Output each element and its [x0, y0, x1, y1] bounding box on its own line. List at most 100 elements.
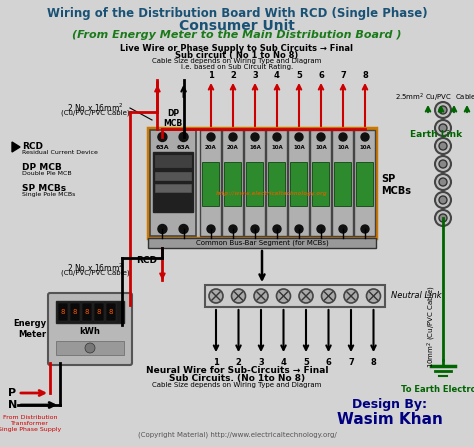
- Text: Double Ple MCB: Double Ple MCB: [22, 171, 72, 176]
- Circle shape: [299, 289, 313, 303]
- Text: DP MCB: DP MCB: [22, 163, 62, 172]
- Circle shape: [158, 224, 167, 233]
- Text: 7: 7: [340, 72, 346, 80]
- Text: 6: 6: [318, 72, 324, 80]
- Circle shape: [439, 106, 447, 114]
- Circle shape: [339, 225, 347, 233]
- Bar: [246, 162, 263, 206]
- Bar: [312, 162, 329, 206]
- Text: RCD: RCD: [137, 256, 157, 265]
- Circle shape: [439, 160, 447, 168]
- Text: 8: 8: [362, 72, 368, 80]
- Text: SP MCBs: SP MCBs: [22, 184, 66, 193]
- Text: DP
MCB: DP MCB: [164, 109, 182, 128]
- Text: 10A: 10A: [271, 145, 283, 150]
- Circle shape: [439, 124, 447, 132]
- Text: (Cu/PVC/PVC Cable): (Cu/PVC/PVC Cable): [61, 269, 129, 275]
- Text: 8: 8: [109, 309, 113, 315]
- Bar: [153, 152, 193, 212]
- Text: Sub Circuits. (No 1to No 8): Sub Circuits. (No 1to No 8): [169, 374, 305, 383]
- Text: 8: 8: [61, 309, 65, 315]
- Text: Consumer Unit: Consumer Unit: [179, 19, 295, 33]
- Circle shape: [295, 225, 303, 233]
- Bar: [244, 130, 265, 236]
- Text: N: N: [8, 400, 17, 410]
- Circle shape: [229, 225, 237, 233]
- Text: 8: 8: [73, 309, 77, 315]
- Text: Common Bus-Bar Segment (for MCBs): Common Bus-Bar Segment (for MCBs): [196, 240, 328, 246]
- Text: Cable Size depends on Wiring Type and Diagram: Cable Size depends on Wiring Type and Di…: [152, 382, 322, 388]
- Text: 3: 3: [252, 72, 258, 80]
- Text: 2 No x 16mm$^2$: 2 No x 16mm$^2$: [67, 262, 123, 274]
- Text: Cable Size depends on Wiring Type and Diagram: Cable Size depends on Wiring Type and Di…: [152, 58, 322, 64]
- Text: 2: 2: [230, 72, 236, 80]
- Circle shape: [435, 120, 451, 136]
- Bar: [205, 285, 385, 307]
- Text: 8: 8: [85, 309, 89, 315]
- Bar: [268, 162, 285, 206]
- Text: (From Energy Meter to the Main Distribution Board ): (From Energy Meter to the Main Distribut…: [72, 30, 402, 40]
- Circle shape: [251, 225, 259, 233]
- Text: 2: 2: [236, 358, 241, 367]
- Text: SP
MCBs: SP MCBs: [381, 174, 411, 196]
- Bar: [202, 162, 219, 206]
- Text: 1: 1: [213, 358, 219, 367]
- Circle shape: [276, 289, 291, 303]
- Bar: [200, 130, 221, 236]
- Circle shape: [207, 225, 215, 233]
- Text: http://www.electricaltechnology.org: http://www.electricaltechnology.org: [216, 190, 328, 195]
- Bar: [224, 162, 241, 206]
- Polygon shape: [12, 142, 20, 152]
- Circle shape: [439, 196, 447, 204]
- Text: Wiring of the Distribution Board With RCD (Single Phase): Wiring of the Distribution Board With RC…: [46, 7, 428, 20]
- Text: 10mm$^2$ (Cu/PVC Cable): 10mm$^2$ (Cu/PVC Cable): [426, 285, 438, 368]
- Text: Neural Wire for Sub-Circuits → Final: Neural Wire for Sub-Circuits → Final: [146, 366, 328, 375]
- Bar: [148, 128, 376, 238]
- Text: 5: 5: [296, 72, 302, 80]
- Text: (Copyright Material) http://www.electricaltechnology.org/: (Copyright Material) http://www.electric…: [137, 432, 337, 439]
- Bar: [94, 303, 104, 321]
- Text: 8: 8: [371, 358, 376, 367]
- Bar: [155, 184, 191, 192]
- Text: 10A: 10A: [337, 145, 349, 150]
- Circle shape: [179, 132, 188, 142]
- Text: 10A: 10A: [293, 145, 305, 150]
- Text: 16A: 16A: [249, 145, 261, 150]
- Text: 10A: 10A: [315, 145, 327, 150]
- Circle shape: [344, 289, 358, 303]
- Circle shape: [209, 289, 223, 303]
- Bar: [310, 130, 331, 236]
- Text: kWh: kWh: [80, 327, 100, 336]
- Circle shape: [295, 133, 303, 141]
- Circle shape: [435, 192, 451, 208]
- Bar: [222, 130, 243, 236]
- Circle shape: [321, 289, 336, 303]
- Circle shape: [179, 224, 188, 233]
- Bar: [82, 303, 92, 321]
- Bar: [148, 238, 376, 248]
- Text: Residual Current Device: Residual Current Device: [22, 150, 98, 155]
- Circle shape: [229, 133, 237, 141]
- Bar: [354, 130, 375, 236]
- Text: 2 No x 16mm$^2$: 2 No x 16mm$^2$: [67, 102, 123, 114]
- Circle shape: [273, 225, 281, 233]
- Text: 2.5mm$^2$ Cu/PVC  Cable: 2.5mm$^2$ Cu/PVC Cable: [395, 92, 474, 104]
- Circle shape: [435, 174, 451, 190]
- Text: 4: 4: [274, 72, 280, 80]
- Circle shape: [435, 102, 451, 118]
- Circle shape: [435, 156, 451, 172]
- Text: From Distribution
Transformer
Single Phase Supply: From Distribution Transformer Single Pha…: [0, 415, 62, 432]
- Circle shape: [317, 225, 325, 233]
- Bar: [290, 162, 307, 206]
- Bar: [155, 172, 191, 180]
- Circle shape: [207, 133, 215, 141]
- Text: 63A: 63A: [177, 145, 191, 150]
- Text: 63A: 63A: [155, 145, 169, 150]
- Text: 5: 5: [303, 358, 309, 367]
- Text: 10A: 10A: [359, 145, 371, 150]
- Circle shape: [361, 225, 369, 233]
- Circle shape: [439, 178, 447, 186]
- Text: Single Pole MCBs: Single Pole MCBs: [22, 192, 75, 197]
- Circle shape: [251, 133, 259, 141]
- Text: Design By:: Design By:: [353, 398, 428, 411]
